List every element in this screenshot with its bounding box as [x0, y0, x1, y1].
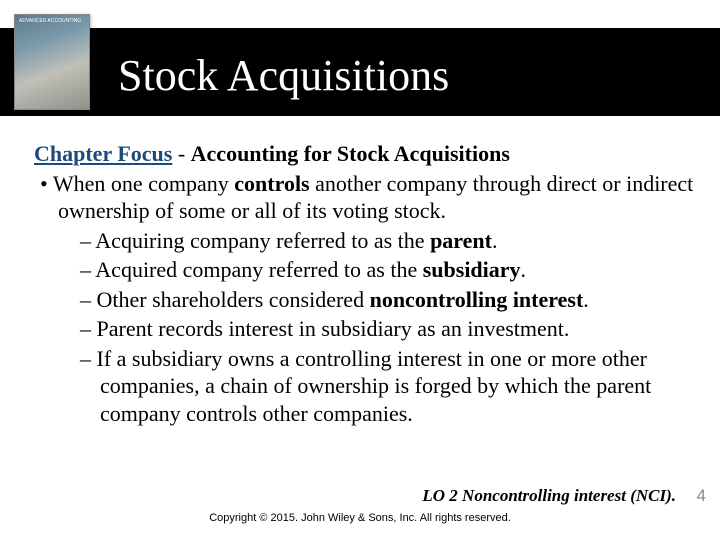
bullet-sub: Acquired company referred to as the subs…: [34, 256, 694, 284]
bullet-sub-pre: Acquired company referred to as the: [95, 257, 422, 282]
bullet-main-bold: controls: [234, 171, 309, 196]
bullet-sub-post: .: [492, 228, 498, 253]
slide-body: Chapter Focus - Accounting for Stock Acq…: [34, 140, 694, 429]
bullet-sub: Acquiring company referred to as the par…: [34, 227, 694, 255]
bullet-sub-bold: noncontrolling interest: [370, 287, 584, 312]
bullet-sub-bold: subsidiary: [423, 257, 521, 282]
page-number: 4: [697, 486, 706, 506]
slide-title: Stock Acquisitions: [118, 50, 449, 101]
chapter-focus-text: Accounting for Stock Acquisitions: [191, 141, 510, 166]
bullet-sub-post: .: [583, 287, 589, 312]
bullet-sub: If a subsidiary owns a controlling inter…: [34, 345, 694, 428]
bullet-main-pre: When one company: [53, 171, 234, 196]
bullet-sub: Other shareholders considered noncontrol…: [34, 286, 694, 314]
bullet-sub-bold: parent: [430, 228, 492, 253]
book-cover-label: ADVANCED ACCOUNTING: [19, 19, 81, 25]
bullet-sub-pre: Parent records interest in subsidiary as…: [97, 316, 570, 341]
bullet-sub-pre: If a subsidiary owns a controlling inter…: [97, 346, 652, 426]
copyright-line: Copyright © 2015. John Wiley & Sons, Inc…: [0, 512, 720, 524]
bullet-sub-pre: Acquiring company referred to as the: [95, 228, 430, 253]
chapter-focus-label: Chapter Focus: [34, 141, 172, 166]
learning-objective: LO 2 Noncontrolling interest (NCI).: [422, 486, 676, 506]
bullet-sub-pre: Other shareholders considered: [97, 287, 370, 312]
bullet-sub: Parent records interest in subsidiary as…: [34, 315, 694, 343]
chapter-focus-line: Chapter Focus - Accounting for Stock Acq…: [34, 140, 694, 168]
chapter-focus-separator: -: [172, 141, 190, 166]
book-cover-thumbnail: ADVANCED ACCOUNTING: [14, 14, 90, 110]
bullet-main: When one company controls another compan…: [34, 170, 694, 225]
bullet-sub-post: .: [521, 257, 527, 282]
